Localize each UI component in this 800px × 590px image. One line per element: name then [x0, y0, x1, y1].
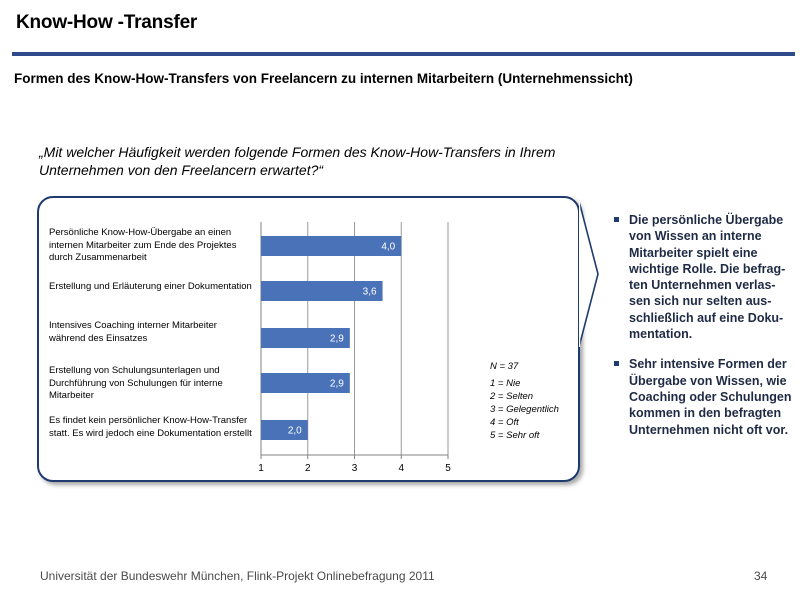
bar	[261, 236, 402, 256]
x-tick-label: 5	[445, 463, 451, 474]
x-tick-label: 3	[352, 463, 358, 474]
category-label: Intensives Coaching interner Mitarbeiter…	[49, 320, 217, 344]
bar-value-label: 4,0	[381, 242, 395, 253]
category-label: Persönliche Know-How-Übergabe an einen i…	[49, 227, 237, 263]
legend-item: 3 = Gelegentlich	[490, 404, 559, 415]
page-number: 34	[754, 569, 768, 583]
chart-legend: N = 37 1 = Nie 2 = Selten 3 = Gelegentli…	[490, 360, 559, 442]
page-title: Know-How -Transfer	[16, 12, 198, 33]
title-rule	[12, 52, 795, 56]
legend-item: 4 = Oft	[490, 417, 519, 428]
x-tick-label: 2	[305, 463, 311, 474]
legend-item: 5 = Sehr oft	[490, 430, 540, 441]
x-tick-label: 4	[398, 463, 404, 474]
footer-text: Universität der Bundeswehr München, Flin…	[40, 569, 435, 583]
bar-value-label: 2,9	[330, 334, 344, 345]
bar-value-label: 3,6	[363, 287, 377, 298]
summary-bullets: Die persönliche Übergabe von Wissen an i…	[612, 212, 794, 452]
legend-n: N = 37	[490, 361, 519, 372]
bar	[261, 373, 350, 393]
bullet-item: Die persönliche Übergabe von Wissen an i…	[612, 212, 794, 342]
bar	[261, 328, 350, 348]
legend-item: 2 = Selten	[490, 391, 534, 402]
survey-question: „Mit welcher Häufigkeit werden folgende …	[39, 144, 556, 178]
arrow-right-icon	[579, 200, 599, 348]
bar-value-label: 2,9	[330, 379, 344, 390]
slide-subtitle: Formen des Know-How-Transfers von Freela…	[14, 71, 633, 86]
bar-value-label: 2,0	[288, 426, 302, 437]
legend-item: 1 = Nie	[490, 378, 521, 389]
bullet-item: Sehr intensive Formen der Übergabe von W…	[612, 356, 794, 437]
bar	[261, 420, 308, 440]
x-tick-label: 1	[258, 463, 264, 474]
bar	[261, 281, 383, 301]
category-label: Erstellung von Schulungsunterlagen und D…	[49, 365, 223, 401]
category-label: Erstellung und Erläuterung einer Dokumen…	[49, 281, 252, 292]
category-label: Es findet kein persönlicher Know-How-Tra…	[49, 415, 252, 439]
